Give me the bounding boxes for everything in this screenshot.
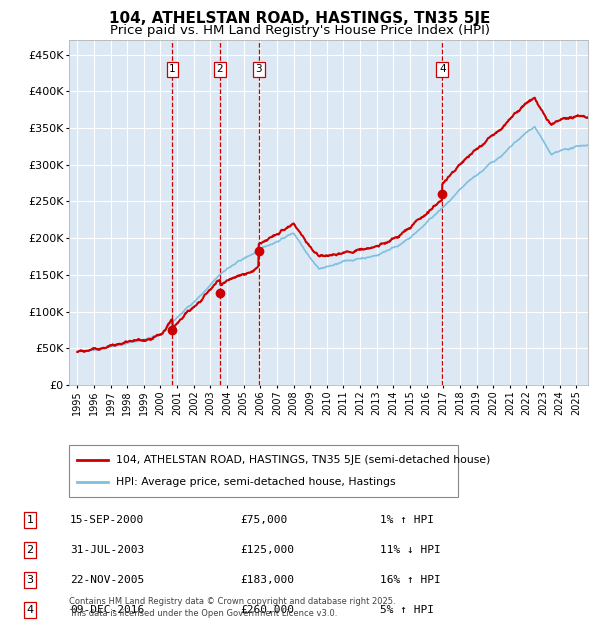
- FancyBboxPatch shape: [69, 445, 458, 497]
- Text: Contains HM Land Registry data © Crown copyright and database right 2025.
This d: Contains HM Land Registry data © Crown c…: [69, 597, 395, 618]
- Text: £75,000: £75,000: [240, 515, 287, 525]
- Text: 11% ↓ HPI: 11% ↓ HPI: [380, 545, 441, 555]
- Text: 22-NOV-2005: 22-NOV-2005: [70, 575, 144, 585]
- Text: 104, ATHELSTAN ROAD, HASTINGS, TN35 5JE (semi-detached house): 104, ATHELSTAN ROAD, HASTINGS, TN35 5JE …: [116, 454, 490, 464]
- Text: £183,000: £183,000: [240, 575, 294, 585]
- Text: 1: 1: [169, 64, 176, 74]
- Text: 1% ↑ HPI: 1% ↑ HPI: [380, 515, 434, 525]
- Text: 3: 3: [256, 64, 262, 74]
- Text: 2: 2: [26, 545, 34, 555]
- Text: £125,000: £125,000: [240, 545, 294, 555]
- Text: 4: 4: [26, 605, 34, 615]
- Text: 2: 2: [217, 64, 223, 74]
- Text: 4: 4: [439, 64, 446, 74]
- Text: £260,000: £260,000: [240, 605, 294, 615]
- Text: 104, ATHELSTAN ROAD, HASTINGS, TN35 5JE: 104, ATHELSTAN ROAD, HASTINGS, TN35 5JE: [109, 11, 491, 25]
- Text: 15-SEP-2000: 15-SEP-2000: [70, 515, 144, 525]
- Text: 16% ↑ HPI: 16% ↑ HPI: [380, 575, 441, 585]
- Text: 09-DEC-2016: 09-DEC-2016: [70, 605, 144, 615]
- Text: HPI: Average price, semi-detached house, Hastings: HPI: Average price, semi-detached house,…: [116, 477, 395, 487]
- Text: Price paid vs. HM Land Registry's House Price Index (HPI): Price paid vs. HM Land Registry's House …: [110, 24, 490, 37]
- Text: 3: 3: [26, 575, 34, 585]
- Text: 5% ↑ HPI: 5% ↑ HPI: [380, 605, 434, 615]
- Text: 1: 1: [26, 515, 34, 525]
- Text: 31-JUL-2003: 31-JUL-2003: [70, 545, 144, 555]
